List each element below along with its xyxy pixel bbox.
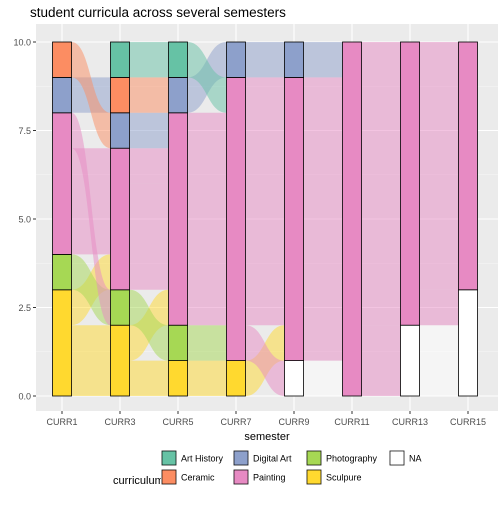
flow-digital-art: Digital Art → Digital Art	[245, 42, 285, 78]
flow-ceramic: Ceramic → Digital Art	[71, 42, 111, 149]
y-tick-label: 0.0	[18, 392, 31, 402]
x-axis-label: semester	[244, 431, 290, 443]
stratum-digital-art	[52, 77, 72, 114]
x-axis: CURR1 CURR3 CURR5 CURR7 CURR9 CURR11 CURR13 CUR…	[46, 411, 486, 427]
stratum-photography	[52, 253, 72, 291]
flow-painting: Painting → Painting	[129, 183, 169, 290]
legend-swatch	[306, 469, 322, 485]
stratum-art-history	[110, 41, 130, 78]
legend-swatch	[233, 450, 249, 466]
stratum-sculpure	[110, 324, 130, 397]
flow-sculpure: Sculpure → Sculpure	[129, 360, 169, 396]
legend-label: Art History	[181, 454, 224, 464]
legend-label: Photography	[326, 454, 378, 464]
flow-photography: Photography → Photography	[129, 289, 169, 361]
stratum-art-history	[168, 41, 188, 78]
legend-swatch	[161, 469, 177, 485]
x-tick-label: CURR9	[278, 417, 309, 427]
flow-ceramic: Ceramic → Digital Art	[129, 77, 169, 113]
legend-title: curriculum	[113, 475, 164, 487]
flow-sculpure: Sculpure → Sculpure	[71, 325, 111, 396]
y-axis: 0.0 2.5 5.0 7.5 10.0	[13, 38, 36, 402]
stratum-painting	[342, 41, 362, 397]
legend-swatch	[306, 450, 322, 466]
legend-label: Painting	[253, 473, 286, 483]
flows: Sculpure → SculpureSculpure → PaintingPh…	[71, 42, 459, 396]
stratum-digital-art	[110, 112, 130, 149]
stratum-painting	[168, 112, 188, 326]
stratum-ceramic	[52, 41, 72, 78]
stratum-sculpure	[52, 289, 72, 397]
y-tick-label: 5.0	[18, 215, 31, 225]
stratum-photography	[110, 289, 130, 326]
flow-digital-art: Digital Art → Painting	[129, 112, 169, 149]
flow-photography: Photography → Photography	[71, 254, 111, 326]
flow-art-history: Art History → Painting	[187, 42, 227, 113]
flow-na: NA → NA	[419, 325, 459, 396]
legend: curriculum Art History Digital Art Photogr…	[113, 450, 422, 487]
flow-painting: Painting → Painting	[361, 42, 401, 326]
x-tick-label: CURR5	[162, 417, 193, 427]
flow-digital-art: Digital Art → Painting	[303, 42, 343, 78]
chart-title: student curricula across several semeste…	[30, 5, 286, 20]
x-tick-label: CURR13	[392, 417, 428, 427]
y-tick-label: 7.5	[18, 126, 31, 136]
stratum-painting	[52, 112, 72, 255]
flow-painting: Painting → Painting	[303, 77, 343, 361]
stratum-digital-art	[168, 77, 188, 114]
flow-painting: Painting → NA	[361, 325, 401, 396]
stratum-painting	[458, 41, 478, 291]
flow-painting: Painting → Painting	[187, 112, 227, 326]
stratum-sculpure	[168, 360, 188, 397]
stratum-na	[400, 324, 420, 397]
stratum-painting	[284, 77, 304, 362]
flow-na: NA → Painting	[303, 360, 343, 396]
flow-painting: Painting → NA	[245, 325, 285, 396]
stratum-digital-art	[226, 41, 246, 78]
flow-painting: Painting → Painting	[419, 42, 459, 290]
flow-sculpure: Sculpure → Sculpure	[187, 360, 227, 396]
stratum-na	[458, 289, 478, 397]
legend-swatch	[233, 469, 249, 485]
stratum-painting	[400, 41, 420, 326]
stratum-sculpure	[226, 360, 246, 397]
legend-label: Sculpure	[326, 473, 362, 483]
legend-swatch	[389, 450, 405, 466]
strata	[52, 41, 478, 397]
flow-painting: Painting → Sculpure	[71, 112, 111, 326]
stratum-photography	[168, 324, 188, 362]
stratum-ceramic	[110, 77, 130, 114]
legend-label: Ceramic	[181, 473, 215, 483]
y-tick-label: 10.0	[13, 38, 31, 48]
flow-painting: Painting → NA	[419, 289, 459, 326]
x-tick-label: CURR7	[220, 417, 251, 427]
stratum-na	[284, 360, 304, 397]
flow-photography: Photography → Painting	[187, 325, 227, 361]
x-tick-label: CURR3	[104, 417, 135, 427]
flow-painting: Painting → Painting	[245, 77, 285, 326]
stratum-digital-art	[284, 41, 304, 78]
flow-painting: Painting → Painting	[129, 148, 169, 184]
legend-label: NA	[409, 454, 422, 464]
legend-label: Digital Art	[253, 454, 292, 464]
stratum-painting	[226, 77, 246, 362]
stratum-painting	[110, 147, 130, 291]
x-tick-label: CURR1	[46, 417, 77, 427]
flow-art-history: Art History → Art History	[129, 42, 169, 78]
y-tick-label: 2.5	[18, 303, 31, 313]
x-tick-label: CURR11	[334, 417, 369, 427]
x-tick-label: CURR15	[450, 417, 486, 427]
legend-swatch	[161, 450, 177, 466]
